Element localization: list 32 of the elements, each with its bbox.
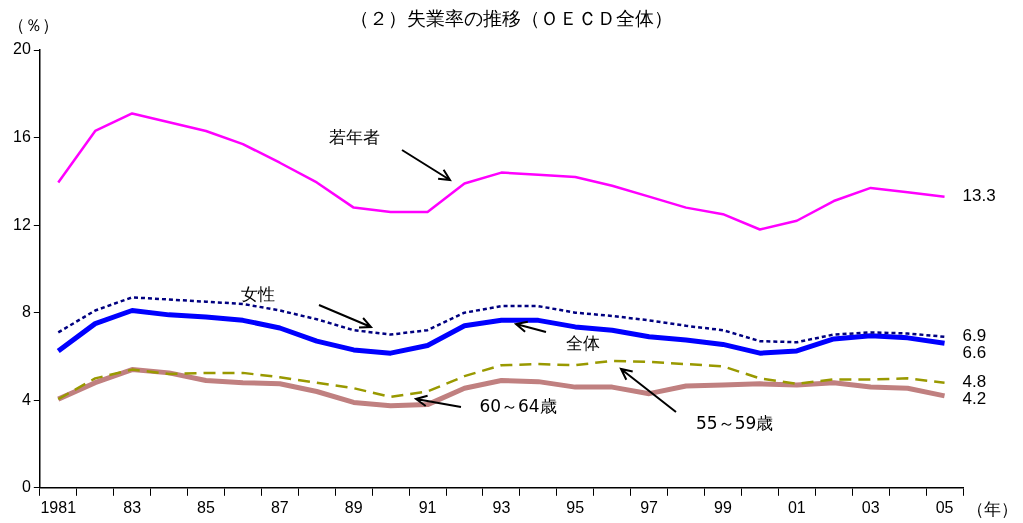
data-label: 6.6: [962, 343, 987, 363]
data-label: 4.8: [962, 372, 987, 392]
x-tick-label: 97: [640, 498, 659, 516]
x-tick-label: 95: [566, 498, 585, 516]
y-tick-label: 12: [13, 215, 31, 233]
x-tick-label: 99: [714, 498, 732, 516]
y-tick-label: 4: [21, 390, 31, 408]
x-tick-label: 03: [861, 498, 880, 516]
x-axis-title: （年）: [967, 497, 1018, 521]
x-tick-label: 1981: [40, 498, 77, 516]
series-label: 55～59歳: [696, 412, 774, 436]
x-tick-label: 05: [935, 498, 954, 516]
x-tick-label: 87: [270, 498, 289, 516]
chart-title: （２）失業率の推移（ＯＥＣＤ全体）: [350, 6, 673, 31]
x-tick-label: 93: [492, 498, 511, 516]
x-tick-label: 83: [123, 498, 142, 516]
x-tick-label: 91: [418, 498, 437, 516]
data-label: 13.3: [962, 186, 996, 206]
series-label: 女性: [240, 282, 275, 306]
y-tick-label: 8: [21, 303, 31, 321]
series-label: 60～64歳: [479, 394, 557, 418]
series-label: 全体: [566, 332, 601, 356]
y-tick-label: 20: [13, 40, 31, 58]
y-tick-label: 0: [21, 478, 31, 496]
y-axis-title: （％）: [8, 14, 59, 37]
x-tick-label: 89: [344, 498, 363, 516]
x-tick-label: 85: [197, 498, 215, 516]
y-tick-label: 16: [13, 127, 31, 145]
x-tick-label: 01: [787, 498, 806, 516]
data-label: 4.2: [962, 389, 987, 409]
text: 若年者: [329, 125, 381, 149]
data-label: 6.9: [962, 326, 987, 346]
